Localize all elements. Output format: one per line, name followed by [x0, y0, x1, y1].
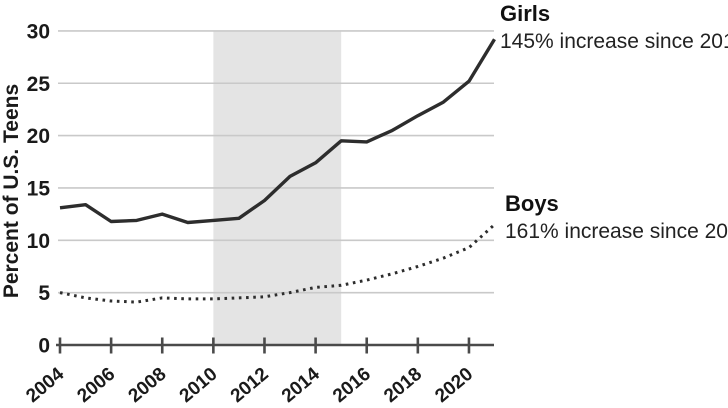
boys-series-caption: 161% increase since 2010: [505, 220, 728, 243]
y-tick-label: 20: [27, 125, 50, 148]
x-tick-label: 2006: [73, 364, 119, 407]
girls-series-label: Girls: [500, 1, 551, 26]
y-tick-label: 10: [27, 230, 50, 253]
y-tick-label: 0: [38, 335, 50, 358]
x-tick-label: 2014: [278, 363, 324, 407]
y-tick-label: 30: [27, 20, 50, 43]
y-tick-label: 15: [27, 177, 51, 200]
y-tick-label: 5: [38, 282, 50, 305]
x-tick-label: 2004: [22, 363, 68, 407]
girls-series-caption: 145% increase since 2010: [500, 30, 728, 53]
x-tick-label: 2020: [431, 364, 477, 407]
x-tick-label: 2008: [125, 364, 171, 407]
y-tick-label: 25: [27, 73, 51, 96]
y-axis-title: Percent of U.S. Teens: [0, 83, 23, 299]
x-tick-label: 2010: [176, 364, 222, 407]
boys-series-label: Boys: [505, 191, 559, 216]
x-tick-label: 2012: [227, 364, 273, 407]
boys-line: [59, 223, 496, 304]
girls-line: [59, 38, 496, 225]
x-tick-label: 2018: [380, 364, 426, 407]
x-tick-label: 2016: [329, 364, 375, 407]
